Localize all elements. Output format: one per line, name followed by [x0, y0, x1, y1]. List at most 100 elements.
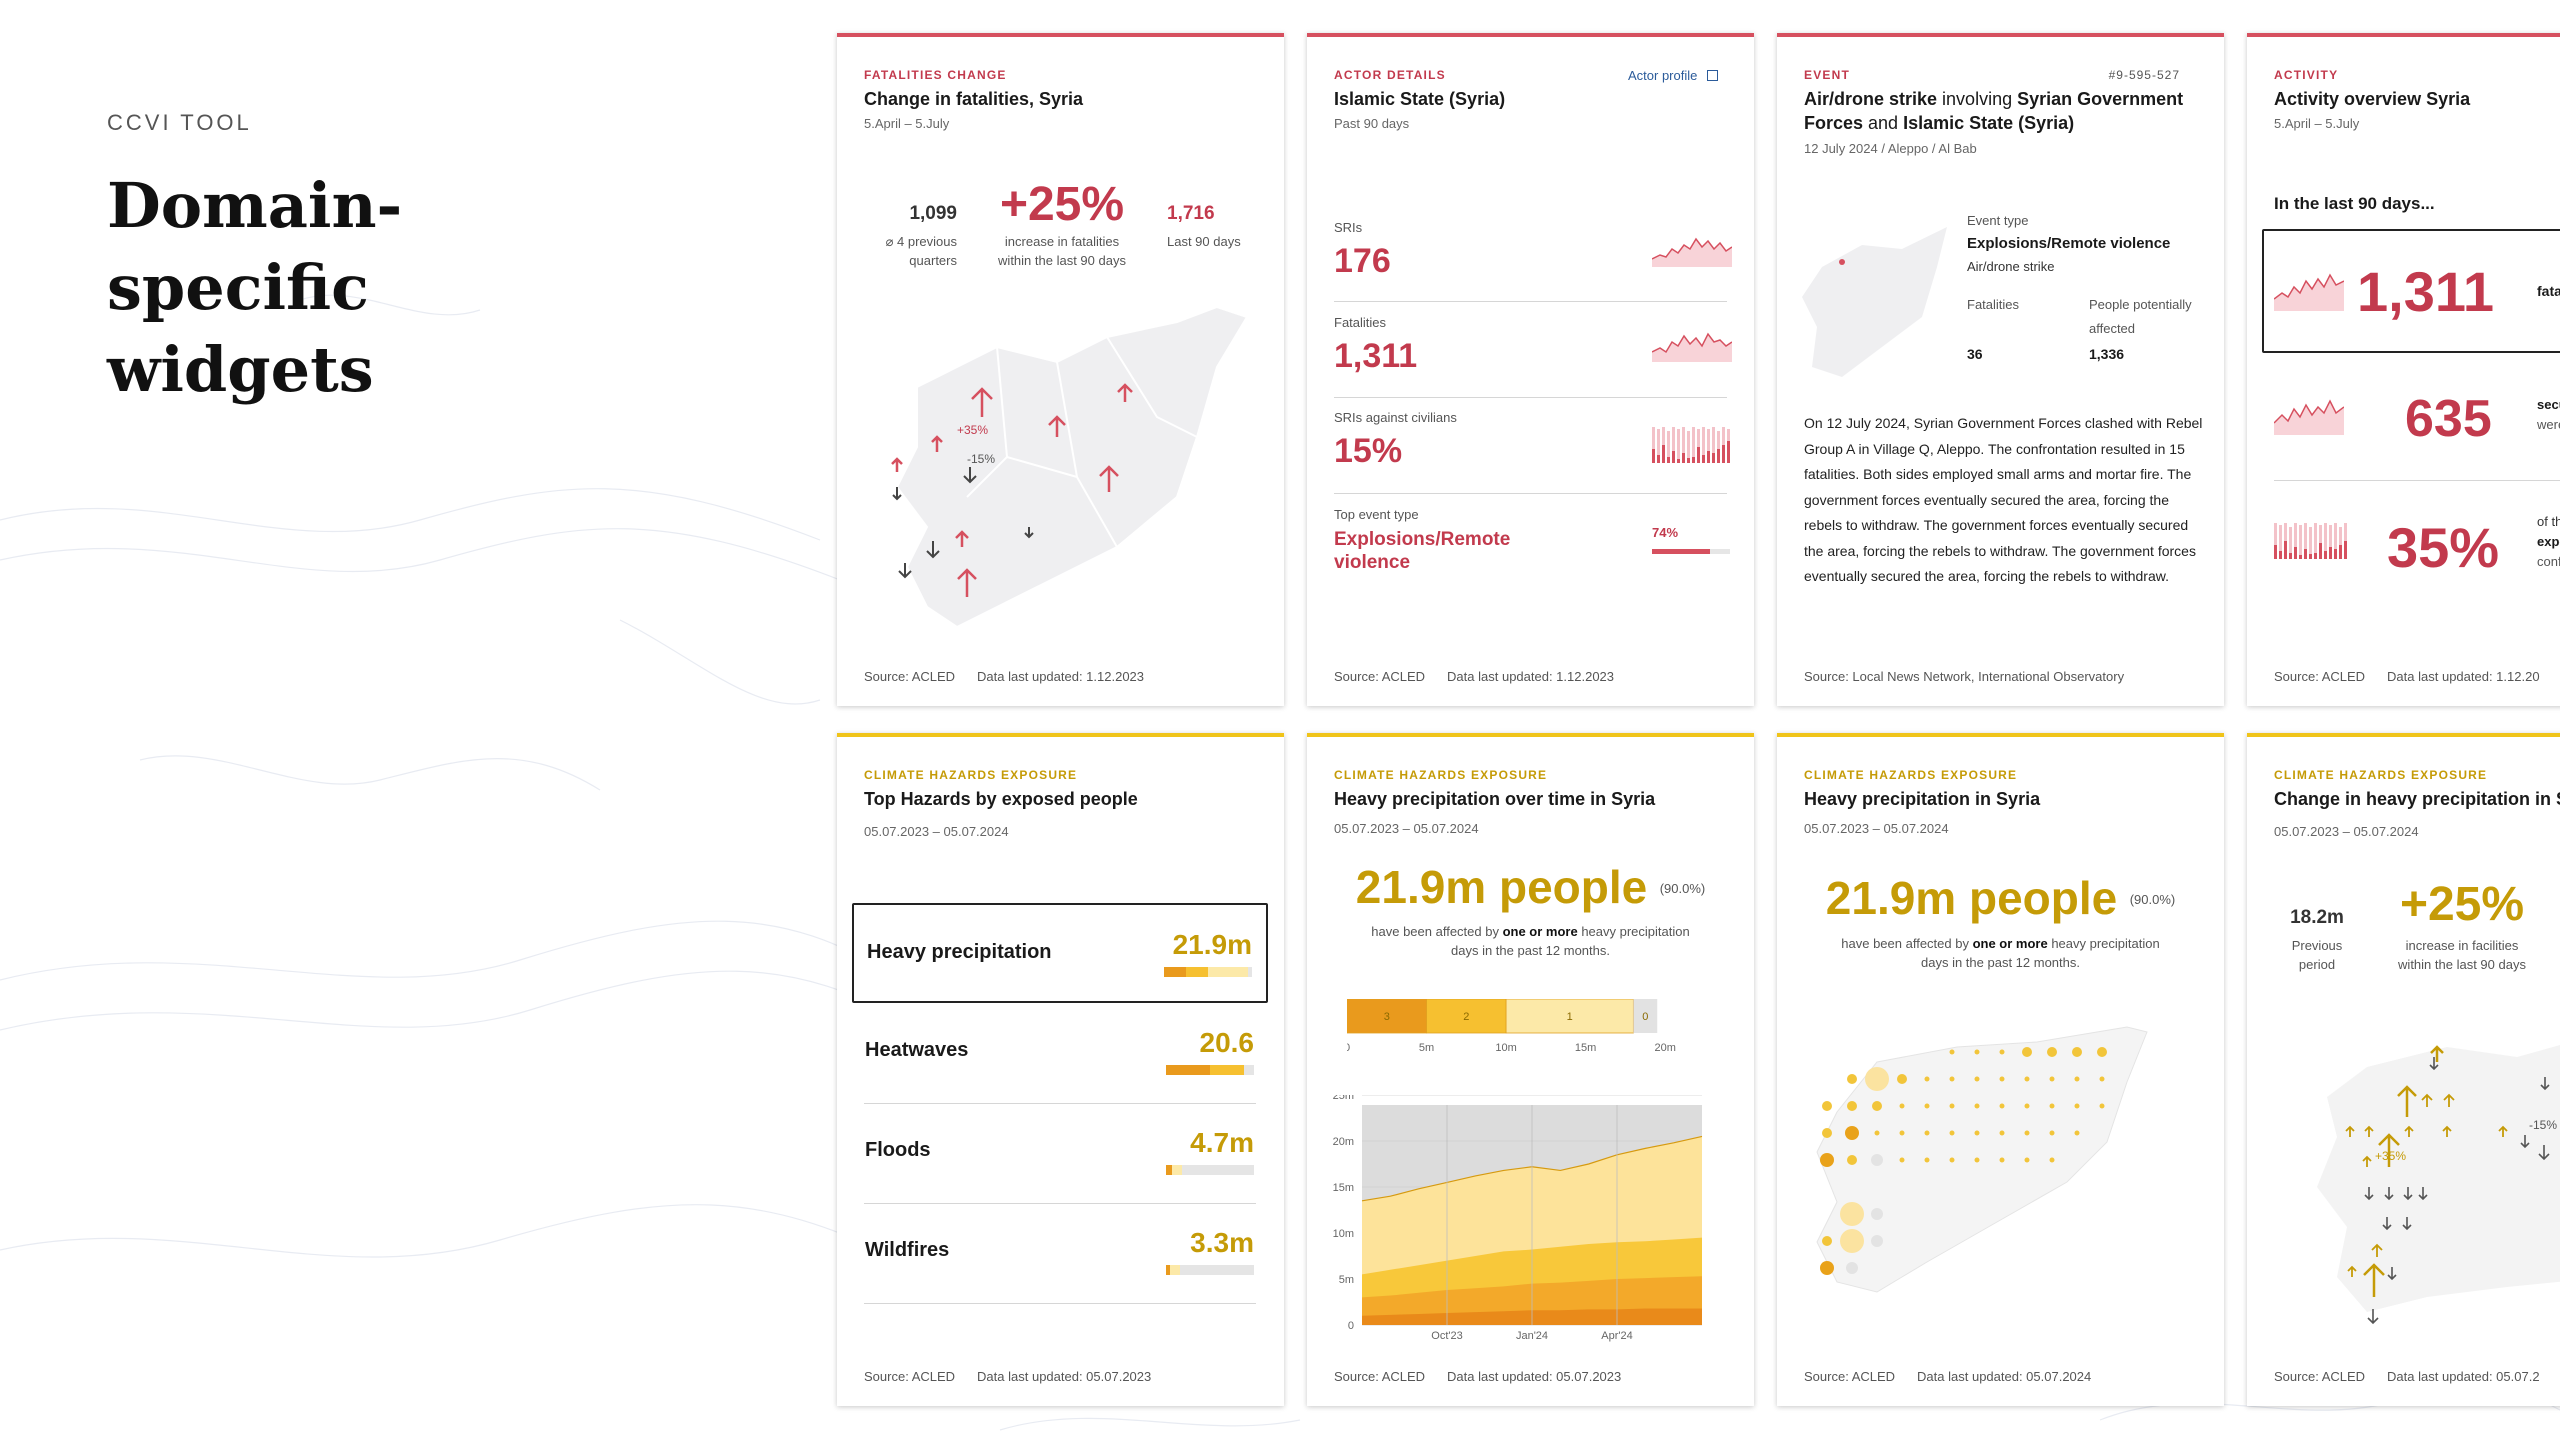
hazard-row-heatwaves[interactable]: Heatwaves 20.6	[852, 1003, 1268, 1103]
actor-details-card[interactable]: ACTOR DETAILS Actor profile Islamic Stat…	[1307, 33, 1754, 706]
exposure-dot	[1865, 1067, 1889, 1091]
exposure-dot	[1846, 1262, 1858, 1274]
y-axis-tick: 10m	[1333, 1228, 1354, 1240]
exposure-dot	[2099, 1103, 2105, 1109]
activity-intro: In the last 90 days...	[2274, 194, 2435, 213]
fatalities-metric-selected[interactable]	[2262, 229, 2560, 353]
source-label: Source: ACLED	[864, 1369, 956, 1384]
syria-map[interactable]: +35% -15%	[877, 307, 1277, 667]
desc-part-1: have been affected by	[1841, 936, 1973, 951]
card-footer: Source: ACLED Data last updated: 1.12.20	[2274, 669, 2560, 684]
hazard-name: Floods	[865, 1139, 931, 1161]
sris-label: SRIs	[1334, 220, 1363, 235]
exposure-dot	[2049, 1130, 2055, 1136]
card-footer: Source: ACLED Data last updated: 05.07.20…	[864, 1369, 1173, 1384]
updated-label: Data last updated: 1.12.20	[2387, 669, 2540, 684]
precipitation-over-time-card[interactable]: CLIMATE HAZARDS EXPOSURE Heavy precipita…	[1307, 733, 1754, 1406]
exposure-bar-label: 0	[1642, 1011, 1648, 1023]
y-axis-tick: 5m	[1339, 1274, 1354, 1286]
change-value: +25%	[999, 178, 1125, 231]
exposure-dot	[1822, 1236, 1832, 1246]
previous-label: ⌀ 4 previous	[885, 234, 957, 249]
exposure-bar-label: 1	[1567, 1011, 1573, 1023]
y-axis-tick: 15m	[1333, 1182, 1354, 1194]
updated-label: Data last updated: 05.07.2024	[1917, 1369, 2092, 1384]
row-divider	[1334, 301, 1727, 302]
card-category: CLIMATE HAZARDS EXPOSURE	[2274, 768, 2488, 782]
precipitation-change-map[interactable]: +35% -15%	[2307, 1027, 2560, 1327]
source-label: Source: ACLED	[1804, 1369, 1896, 1384]
previous-value: 1,099	[909, 203, 957, 224]
precipitation-area-chart[interactable]: 0 5m 10m 15m 20m 25m Oct'23 Jan'24 Apr'24	[1317, 1095, 1747, 1345]
exposure-dot	[1974, 1103, 1980, 1109]
top-event-bar-fill	[1652, 549, 1710, 554]
headline-metric: 21.9m people (90.0%)	[1307, 860, 1754, 914]
card-footer: Source: ACLED Data last updated: 05.07.20…	[1804, 1369, 2113, 1384]
updated-label: Data last updated: 1.12.2023	[1447, 669, 1615, 684]
card-title: Top Hazards by exposed people	[864, 789, 1138, 809]
event-card[interactable]: EVENT #9-595-527 Air/drone strike involv…	[1777, 33, 2224, 706]
precipitation-change-card[interactable]: CLIMATE HAZARDS EXPOSURE Change in heavy…	[2247, 733, 2560, 1406]
top-hazards-card[interactable]: CLIMATE HAZARDS EXPOSURE Top Hazards by …	[837, 733, 1284, 1406]
exposure-bar-segment[interactable]	[1633, 999, 1658, 1033]
exposure-dot	[2049, 1076, 2055, 1082]
hazard-row-floods[interactable]: Floods 4.7m	[852, 1103, 1268, 1203]
exposure-dot	[2024, 1157, 2030, 1163]
fatalities-change-card[interactable]: FATALITIES CHANGE Change in fatalities, …	[837, 33, 1284, 706]
sris-civilians-value: 15%	[1334, 432, 1403, 470]
exposure-dot	[1999, 1130, 2005, 1136]
exposure-dot	[2099, 1076, 2105, 1082]
previous-value: 18.2m	[2290, 907, 2344, 928]
exposure-dot	[1974, 1130, 1980, 1136]
hazard-row-heavy-precipitation[interactable]: Heavy precipitation 21.9m	[852, 903, 1268, 1003]
hazard-bar	[1166, 1265, 1254, 1275]
exposure-bar-segment[interactable]	[1505, 999, 1634, 1034]
fatalities-label: Fatalities	[1967, 297, 2020, 312]
exposure-days-bar-chart[interactable]: 3 2 1 0 0 5m 10m 15m 20m	[1347, 999, 1747, 1059]
map-label-down: -15%	[967, 452, 995, 466]
card-footer: Source: ACLED Data last updated: 05.07.20…	[1334, 1369, 1643, 1384]
affected-label: People potentially	[2089, 297, 2192, 312]
hazard-bar	[1166, 1165, 1254, 1175]
source-label: Source: ACLED	[1334, 669, 1426, 684]
event-type-value: Explosions/Remote violence	[1967, 235, 2171, 252]
exposure-label: of the p	[2537, 514, 2560, 529]
exposure-dot	[1899, 1157, 1905, 1163]
activity-card[interactable]: ACTIVITY Activity overview Syria 5.April…	[2247, 33, 2560, 706]
x-axis-tick: Apr'24	[1601, 1330, 1632, 1342]
x-axis-tick: Oct'23	[1431, 1330, 1462, 1342]
card-category: FATALITIES CHANGE	[864, 68, 1007, 82]
exposure-dot	[1999, 1076, 2005, 1082]
people-affected-desc: have been affected by one or more heavy …	[1307, 924, 1754, 939]
exposure-bar-segment[interactable]	[1347, 999, 1427, 1034]
exposure-bar-segment[interactable]	[1426, 999, 1507, 1034]
hazard-name: Wildfires	[865, 1239, 950, 1261]
people-affected-desc-2: days in the past 12 months.	[1921, 955, 2080, 970]
precipitation-dot-map[interactable]	[1807, 1022, 2207, 1322]
precipitation-map-card[interactable]: CLIMATE HAZARDS EXPOSURE Heavy precipita…	[1777, 733, 2224, 1406]
headline-metric: 21.9m people (90.0%)	[1777, 871, 2224, 925]
people-affected-desc-2: days in the past 12 months.	[1451, 943, 1610, 958]
exposure-dot	[2049, 1157, 2055, 1163]
event-type-label: Event type	[1967, 213, 2029, 228]
card-footer: Source: ACLED Data last updated: 05.07.2	[2274, 1369, 2560, 1384]
actor-profile-link[interactable]: Actor profile	[1628, 68, 1718, 83]
row-divider	[1334, 397, 1727, 398]
card-period: Past 90 days	[1334, 116, 1410, 131]
exposure-dot	[2024, 1130, 2030, 1136]
card-period: 5.April – 5.July	[2274, 116, 2360, 131]
exposure-dot	[1871, 1235, 1883, 1247]
event-location-map	[1802, 227, 1947, 377]
card-title: Islamic State (Syria)	[1334, 89, 1506, 109]
x-axis-tick: Jan'24	[1516, 1330, 1548, 1342]
source-label: Source: Local News Network, Internationa…	[1804, 669, 2125, 684]
exposure-dot	[1822, 1128, 1832, 1138]
hazard-value: 20.6	[1199, 1027, 1255, 1058]
exposure-dot	[1949, 1049, 1955, 1055]
card-title: Heavy precipitation over time in Syria	[1334, 789, 1656, 809]
y-axis-tick: 25m	[1333, 1095, 1354, 1102]
hazard-row-wildfires[interactable]: Wildfires 3.3m	[852, 1203, 1268, 1303]
change-label-2: within the last 90 days	[2398, 957, 2526, 972]
exposure-axis-tick: 10m	[1495, 1042, 1516, 1054]
